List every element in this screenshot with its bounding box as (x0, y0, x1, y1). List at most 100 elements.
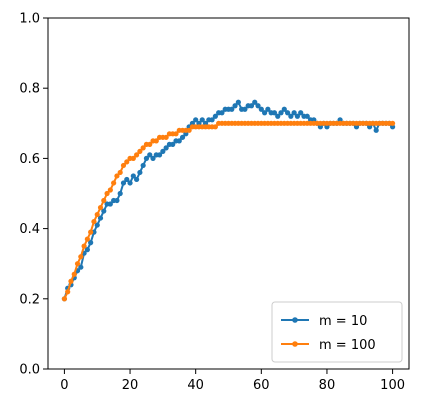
data-point (163, 145, 169, 151)
data-point (389, 120, 396, 126)
data-point (81, 243, 87, 249)
data-point (61, 296, 68, 302)
data-point (120, 180, 127, 186)
data-point (140, 162, 146, 169)
data-point (163, 134, 169, 140)
data-point (65, 289, 71, 295)
data-point (137, 148, 143, 154)
data-point (94, 222, 100, 228)
data-point (134, 176, 140, 183)
data-point (130, 155, 136, 161)
data-point (153, 138, 159, 144)
legend-marker (292, 317, 298, 323)
series-layer (61, 99, 396, 302)
data-point (186, 127, 192, 133)
data-point (170, 141, 176, 147)
data-point (242, 106, 248, 112)
data-point (271, 110, 278, 116)
axes-layer: 0 20 40 60 80 100 0.0 0.2 0.4 0.6 0.8 1.0 (19, 12, 410, 393)
x-tick-label: 20 (122, 378, 139, 393)
data-point (114, 173, 120, 179)
data-point (288, 113, 294, 119)
data-point (104, 190, 110, 197)
data-point (101, 208, 107, 214)
data-point (173, 131, 179, 137)
data-point (107, 187, 113, 193)
data-point (199, 117, 205, 123)
data-point (147, 141, 153, 147)
x-tick-label: 40 (187, 378, 204, 393)
data-point (127, 180, 133, 186)
data-point (88, 240, 94, 246)
data-point (88, 229, 94, 235)
data-point (71, 271, 77, 277)
data-point (117, 169, 123, 176)
data-point (84, 236, 90, 242)
data-point (68, 278, 74, 284)
legend-box (271, 301, 403, 363)
data-point (265, 106, 271, 112)
x-tick-label: 100 (380, 378, 405, 393)
legend-item: m = 100 (281, 338, 376, 353)
data-point (124, 176, 130, 183)
legend-label: m = 10 (319, 314, 367, 329)
legend-marker (292, 341, 298, 347)
data-point (193, 117, 199, 123)
data-point (84, 247, 90, 253)
data-point (111, 180, 117, 186)
axes-frame (47, 17, 410, 370)
data-point (304, 113, 310, 119)
data-point (97, 204, 104, 211)
data-point (248, 103, 255, 109)
data-point (137, 169, 143, 176)
data-point (229, 106, 235, 112)
legend-item: m = 10 (281, 314, 367, 329)
data-point (78, 264, 84, 270)
data-point (147, 152, 153, 158)
series-2 (61, 120, 396, 302)
data-point (179, 134, 186, 140)
data-point (294, 113, 301, 119)
data-point (212, 113, 218, 119)
data-point (235, 99, 241, 105)
data-point (252, 99, 258, 105)
data-point (114, 197, 120, 204)
data-point (124, 159, 130, 165)
y-tick-label: 0.4 (19, 222, 40, 237)
data-point (278, 110, 284, 116)
data-point (209, 117, 215, 123)
data-point (275, 113, 281, 119)
x-tick-label: 80 (319, 378, 336, 393)
data-point (281, 106, 287, 112)
data-point (94, 211, 100, 218)
data-point (130, 173, 136, 179)
data-point (101, 197, 107, 204)
data-point (373, 127, 379, 133)
data-point (232, 103, 238, 109)
data-point (258, 106, 264, 112)
data-point (291, 110, 297, 116)
data-point (97, 215, 104, 221)
data-point (219, 110, 225, 116)
data-point (160, 148, 166, 154)
y-tick-label: 0.8 (19, 82, 40, 97)
data-point (212, 124, 218, 130)
data-point (284, 110, 291, 116)
data-point (262, 110, 268, 116)
legend-label: m = 100 (319, 338, 376, 353)
y-tick-label: 0.2 (19, 292, 40, 307)
x-tick-label: 0 (60, 378, 68, 393)
data-point (156, 152, 163, 158)
data-point (78, 254, 84, 260)
data-point (120, 162, 127, 169)
data-point (117, 190, 123, 197)
data-point (140, 145, 146, 151)
data-point (176, 138, 182, 144)
data-point (298, 110, 304, 116)
data-point (107, 201, 113, 207)
data-point (74, 261, 81, 267)
y-tick-label: 1.0 (19, 12, 40, 27)
legend: m = 10 m = 100 (271, 301, 403, 363)
data-point (91, 218, 97, 225)
